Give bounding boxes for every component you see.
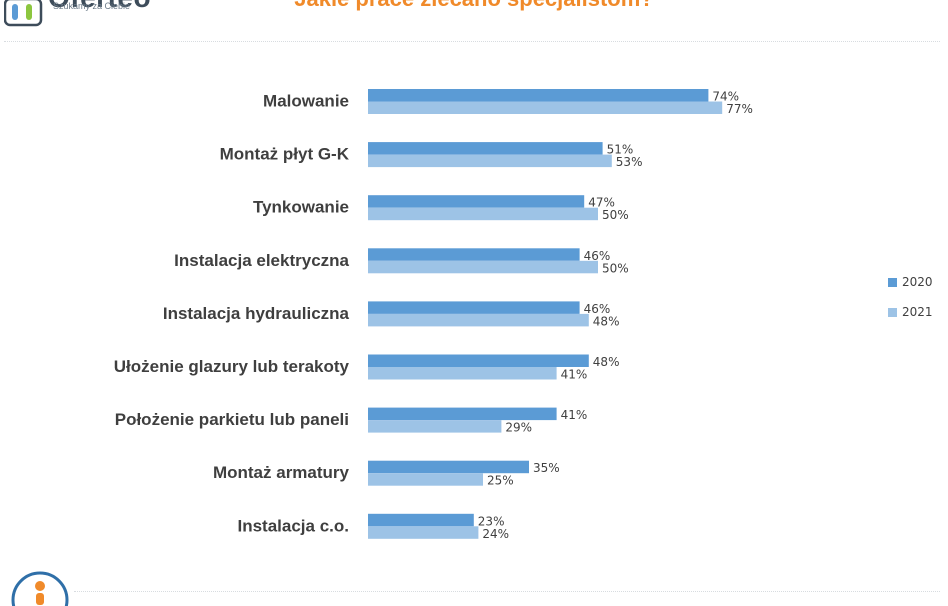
footer-divider [74, 591, 940, 592]
category-label: Montaż armatury [213, 463, 350, 482]
bar-2021 [368, 207, 598, 221]
data-label-2020: 48% [593, 355, 620, 369]
bar-2021 [368, 154, 612, 168]
bar-2021 [368, 367, 557, 380]
data-label-2020: 35% [533, 461, 560, 475]
bar-2020 [368, 89, 709, 102]
brand-logo[interactable]: Oferteo Szukamy za Ciebie [4, 0, 174, 27]
chart-legend: 2020 2021 [888, 274, 933, 334]
data-label-2021: 25% [487, 474, 514, 488]
category-label: Instalacja c.o. [238, 516, 350, 535]
legend-swatch-2021 [888, 307, 897, 317]
logo-wordmark: Oferteo [48, 0, 151, 14]
data-label-2020: 46% [584, 302, 611, 316]
legend-swatch-2020 [888, 277, 897, 287]
bar-2021 [368, 101, 723, 114]
data-label-2021: 29% [505, 421, 532, 435]
bar-2020 [368, 301, 580, 314]
data-label-2020: 46% [584, 249, 611, 263]
bar-chart: Malowanie 74%77% Montaż płyt G-K 51%53% Tynk… [114, 89, 753, 541]
bar-2020 [368, 354, 589, 367]
logo-icon [4, 0, 43, 27]
bar-2020 [368, 195, 585, 208]
data-label-2021: 48% [593, 314, 620, 328]
bar-2020 [368, 248, 580, 261]
data-label-2020: 41% [561, 408, 588, 422]
data-label-2021: 41% [561, 368, 588, 382]
data-label-2020: 74% [712, 90, 739, 104]
bar-2021 [368, 260, 598, 274]
data-label-2021: 50% [602, 208, 629, 222]
category-label: Instalacja elektryczna [174, 251, 349, 270]
data-label-2021: 50% [602, 261, 629, 275]
category-label: Tynkowanie [253, 198, 349, 217]
bar-2020 [368, 513, 474, 527]
bar-2020 [368, 460, 529, 474]
legend-label-2021: 2021 [902, 305, 933, 319]
category-label: Położenie parkietu lub paneli [115, 410, 349, 429]
bar-2021 [368, 526, 479, 539]
data-label-2020: 47% [588, 196, 615, 210]
chart-plot-area: Malowanie 74%77% Montaż płyt G-K 51%53% Tynk… [114, 89, 753, 541]
category-label: Montaż płyt G-K [220, 145, 350, 164]
bar-2021 [368, 473, 483, 486]
category-label: Malowanie [263, 92, 349, 111]
bar-2020 [368, 142, 603, 155]
category-label: Instalacja hydrauliczna [163, 304, 350, 323]
bar-2021 [368, 420, 502, 433]
data-label-2020: 23% [478, 514, 505, 528]
category-label: Ułożenie glazury lub terakoty [114, 357, 350, 376]
bar-2021 [368, 313, 589, 327]
header-divider [4, 41, 940, 42]
data-label-2021: 24% [482, 527, 509, 541]
legend-item-2020: 2020 [888, 274, 933, 290]
person-icon [11, 571, 69, 606]
legend-item-2021: 2021 [888, 304, 933, 320]
data-label-2020: 51% [607, 143, 634, 157]
logo-tagline: Szukamy za Ciebie [53, 1, 131, 11]
page-title: Jakie prace zlecano specjalistom? [0, 0, 948, 12]
data-label-2021: 53% [616, 155, 643, 169]
data-label-2021: 77% [726, 102, 753, 116]
bar-2020 [368, 407, 557, 421]
legend-label-2020: 2020 [902, 275, 933, 289]
